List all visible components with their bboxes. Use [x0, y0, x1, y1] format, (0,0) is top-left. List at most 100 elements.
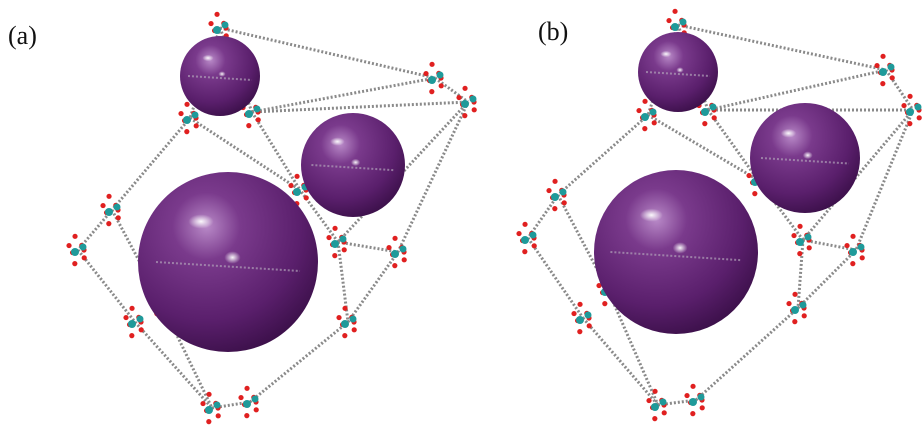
sphere-highlight: [781, 129, 796, 138]
oxygen-atom: [342, 333, 347, 338]
panel-a: [66, 12, 476, 425]
metal-atom: [576, 316, 584, 324]
oxygen-atom: [184, 129, 189, 134]
oxygen-atom: [238, 395, 243, 400]
metal-atom: [400, 246, 407, 253]
linker: [798, 240, 803, 308]
oxygen-atom: [139, 327, 144, 332]
metal-atom: [805, 234, 812, 241]
oxygen-atom: [666, 18, 671, 23]
metal-atom: [80, 244, 87, 251]
oxygen-atom: [129, 306, 134, 311]
metal-atom: [689, 398, 697, 406]
linker: [348, 252, 398, 322]
oxygen-atom: [200, 401, 205, 406]
oxygen-atom: [116, 215, 121, 220]
oxygen-atom: [907, 94, 912, 99]
metal-atom: [293, 188, 301, 196]
oxygen-atom: [662, 410, 667, 415]
metal-atom: [650, 109, 657, 116]
linker: [798, 250, 856, 308]
metal-atom: [205, 406, 213, 414]
oxygen-atom: [850, 261, 855, 266]
oxygen-atom: [522, 222, 527, 227]
linker: [435, 78, 468, 102]
oxygen-atom: [571, 311, 576, 316]
metal-atom: [915, 104, 922, 111]
oxygen-atom: [552, 206, 557, 211]
metal-atom: [530, 232, 537, 239]
oxygen-atom: [890, 75, 895, 80]
metal-atom: [213, 26, 221, 34]
oxygen-atom: [214, 12, 219, 17]
metal-atom: [114, 204, 121, 211]
oxygen-atom: [712, 115, 717, 120]
metal-atom: [391, 250, 399, 258]
oxygen-atom: [72, 261, 77, 266]
metal-atom: [71, 248, 79, 256]
oxygen-atom: [642, 126, 647, 131]
metal-atom: [879, 68, 887, 76]
metal-atom: [341, 320, 349, 328]
linker: [398, 102, 468, 252]
oxygen-atom: [516, 231, 521, 236]
oxygen-atom: [332, 226, 337, 231]
oxygen-atom: [602, 301, 607, 306]
metal-atom: [521, 236, 529, 244]
linker: [708, 110, 758, 180]
oxygen-atom: [652, 120, 657, 125]
oxygen-atom: [288, 183, 293, 188]
oxygen-atom: [244, 386, 249, 391]
metal-atom: [641, 113, 649, 121]
oxygen-atom: [546, 188, 551, 193]
oxygen-atom: [577, 302, 582, 307]
oxygen-atom: [462, 86, 467, 91]
oxygen-atom: [797, 224, 802, 229]
linker: [528, 238, 583, 318]
sphere-highlight: [224, 251, 240, 264]
oxygen-atom: [392, 236, 397, 241]
sphere-highlight: [202, 55, 213, 61]
oxygen-atom: [216, 413, 221, 418]
metal-atom: [849, 248, 857, 256]
oxygen-atom: [304, 195, 309, 200]
metal-atom: [796, 238, 804, 246]
oxygen-atom: [123, 315, 128, 320]
oxygen-atom: [552, 179, 557, 184]
metal-atom: [660, 399, 667, 406]
oxygen-atom: [672, 9, 677, 14]
panel-b: [516, 9, 921, 422]
oxygen-atom: [100, 203, 105, 208]
oxygen-atom: [522, 249, 527, 254]
oxygen-atom: [577, 329, 582, 334]
metal-atom: [105, 208, 113, 216]
oxygen-atom: [72, 234, 77, 239]
metal-atom: [340, 236, 347, 243]
metal-atom: [245, 110, 253, 118]
metal-atom: [906, 108, 914, 116]
oxygen-atom: [206, 392, 211, 397]
oxygen-atom: [791, 233, 796, 238]
oxygen-atom: [462, 113, 467, 118]
oxygen-atom: [184, 102, 189, 107]
linker: [583, 318, 658, 405]
metal-atom: [791, 306, 799, 314]
linker: [886, 70, 913, 110]
sphere-highlight: [676, 67, 683, 73]
metal-atom: [858, 244, 865, 251]
oxygen-atom: [690, 411, 695, 416]
oxygen-atom: [746, 173, 751, 178]
oxygen-atom: [336, 315, 341, 320]
oxygen-atom: [797, 251, 802, 256]
oxygen-atom: [587, 323, 592, 328]
oxygen-atom: [392, 263, 397, 268]
oxygen-atom: [636, 108, 641, 113]
metal-atom: [651, 403, 659, 411]
metal-atom: [710, 104, 717, 111]
metal-atom: [551, 193, 559, 201]
oxygen-atom: [456, 95, 461, 100]
oxygen-atom: [907, 121, 912, 126]
oxygen-atom: [294, 174, 299, 179]
oxygen-atom: [874, 63, 879, 68]
oxygen-atom: [690, 384, 695, 389]
